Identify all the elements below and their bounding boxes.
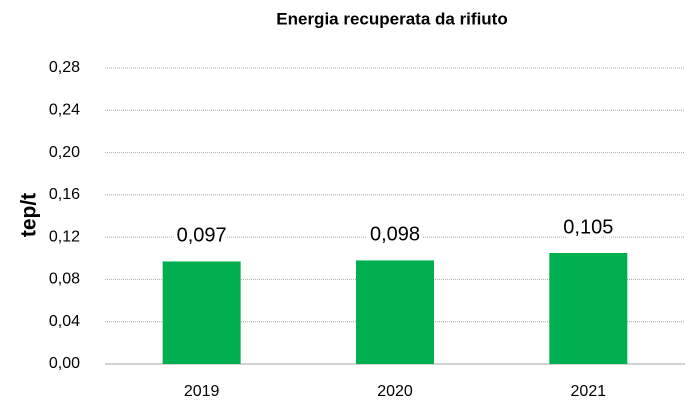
bar [162, 261, 241, 364]
bar [356, 260, 434, 364]
data-label: 0,097 [177, 225, 227, 247]
x-tick-label: 2019 [184, 383, 220, 400]
x-tick-label: 2021 [571, 383, 607, 400]
y-tick-label: 0,28 [49, 59, 80, 76]
y-tick-label: 0,12 [49, 228, 80, 245]
data-label: 0,098 [370, 224, 420, 246]
x-tick-label: 2020 [377, 383, 413, 400]
y-tick-label: 0,04 [49, 313, 80, 330]
chart-title: Energia recuperata da rifiuto [276, 9, 507, 28]
y-tick-label: 0,08 [49, 271, 80, 288]
y-tick-label: 0,20 [49, 144, 80, 161]
bar [549, 253, 628, 364]
data-label: 0,105 [563, 216, 613, 238]
y-axis-label: tep/t [18, 193, 41, 237]
y-tick-label: 0,24 [49, 102, 80, 119]
y-tick-label: 0,00 [49, 355, 80, 372]
y-tick-label: 0,16 [49, 186, 80, 203]
